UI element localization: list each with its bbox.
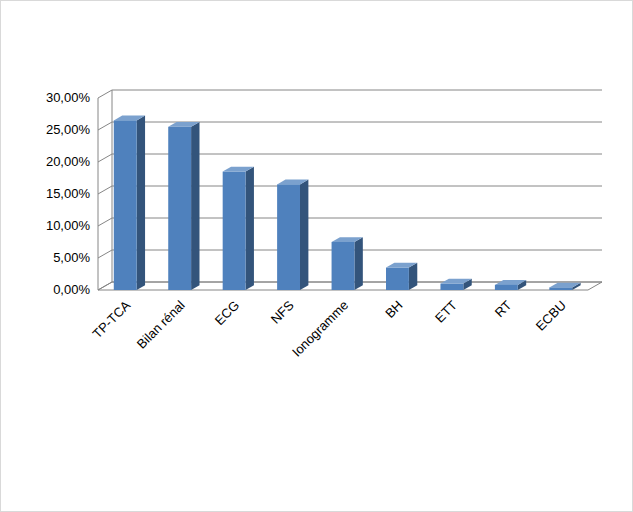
bar [223,172,246,290]
bar [495,285,518,290]
bar [277,184,300,290]
x-tick-label: RT [492,297,515,320]
x-tick-label: TP-TCA [90,297,134,341]
y-tick-label: 25,00% [46,122,91,137]
bar [168,127,191,290]
bar-side [300,180,308,290]
x-tick-label: NFS [268,297,297,326]
x-tick-label: BH [382,298,405,321]
tick-mark [98,250,112,258]
y-tick-label: 15,00% [46,186,91,201]
x-tick-label: ECBU [533,298,569,334]
x-tick-label: Ionogramme [289,298,351,360]
tick-mark [98,154,112,162]
chart-border [1,1,633,512]
bar-top [332,237,363,242]
bar-top [549,283,580,288]
bar-side [137,116,145,290]
bar-side [409,263,417,290]
bar-top [386,263,417,268]
bar [332,242,355,290]
bar-side [191,122,199,290]
y-tick-label: 0,00% [53,282,90,297]
grid-line [112,90,602,91]
bar-side [354,237,362,290]
x-tick-label: ETT [432,297,460,325]
chart: 0,00% 5,00% 10,00% 15,00% 20,00% 25,00% 30,00%… [0,0,633,512]
bar [386,268,409,290]
tick-mark [98,218,112,226]
bar [114,120,137,290]
y-axis [98,98,99,290]
x-tick-label: ECG [212,298,243,329]
y-tick-label: 5,00% [53,250,90,265]
grid [98,90,602,290]
y-tick-label: 10,00% [46,218,91,233]
bar-side [246,167,254,290]
bar [440,284,463,290]
y-tick-label: 20,00% [46,154,91,169]
bar-top [114,116,145,121]
tick-mark [98,186,112,194]
bar-top [223,167,254,172]
y-tick-label: 30,00% [46,90,91,105]
bars [114,116,581,290]
bar [549,287,572,290]
bar-top [440,279,471,284]
x-tick-label: Bilan rénal [134,297,188,351]
bar-top [168,122,199,127]
bar-top [277,180,308,185]
back-wall-edge [112,90,113,282]
tick-mark [98,90,112,98]
tick-mark [98,122,112,130]
chart-root: 0,00% 5,00% 10,00% 15,00% 20,00% 25,00% 30,00%… [0,0,633,512]
bar-top [495,280,526,285]
